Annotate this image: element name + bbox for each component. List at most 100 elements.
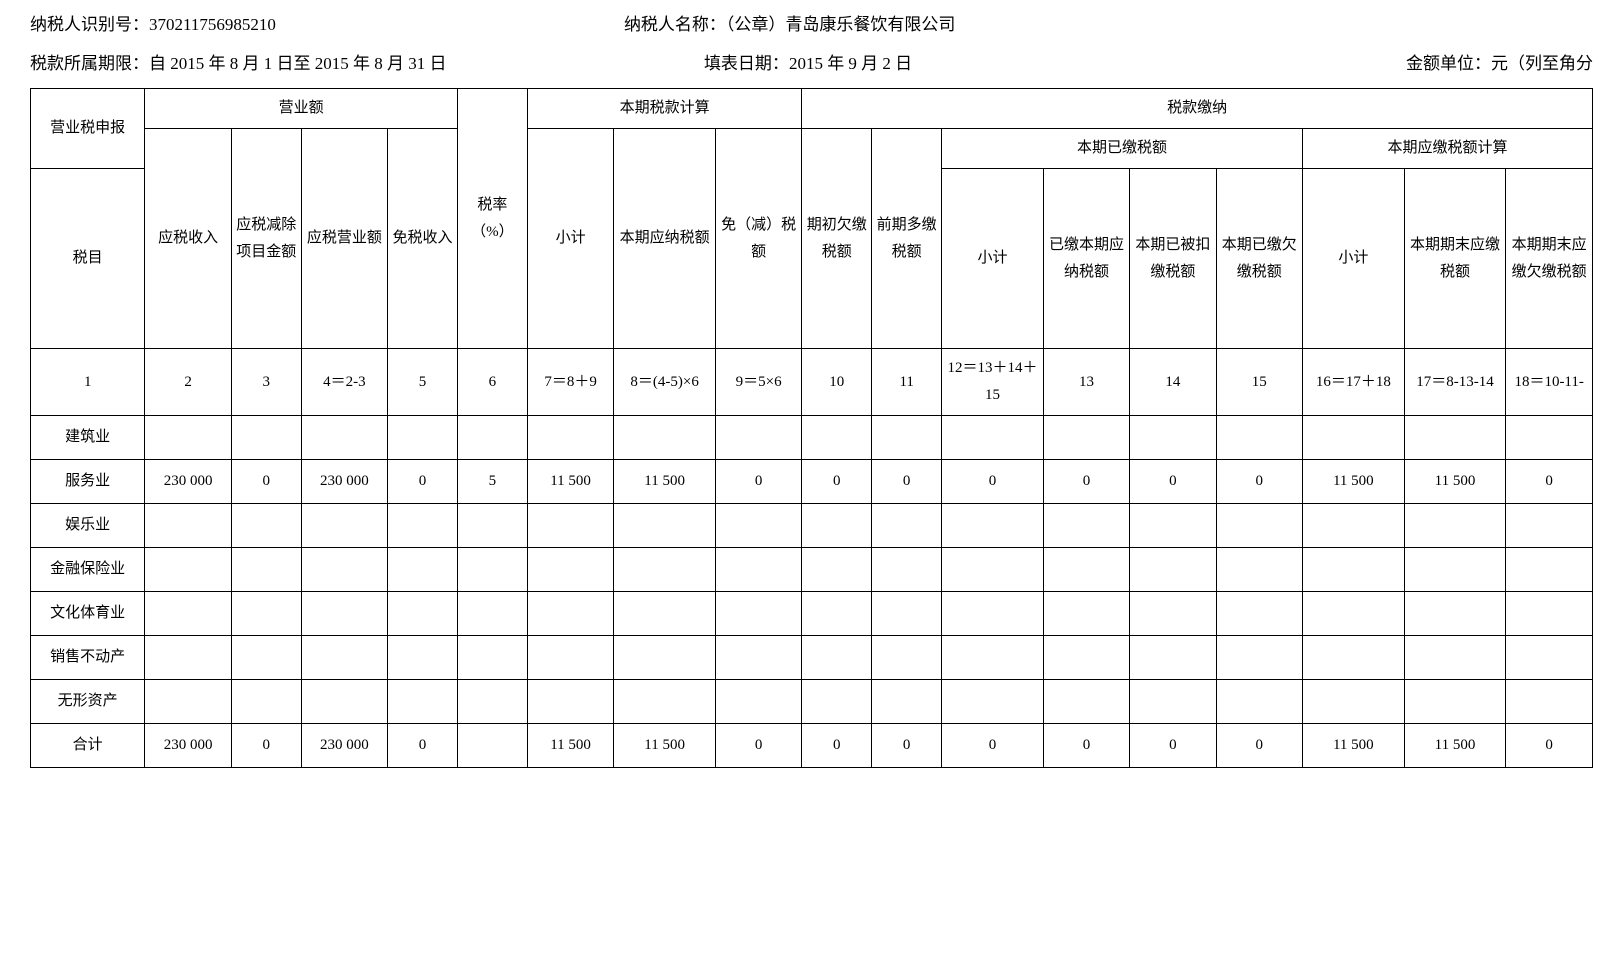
row-name: 无形资产 xyxy=(31,680,145,724)
cell xyxy=(1130,680,1216,724)
cell xyxy=(145,636,231,680)
cell xyxy=(1506,504,1593,548)
cell: 0 xyxy=(1043,460,1129,504)
cell xyxy=(942,416,1044,460)
cell xyxy=(231,548,301,592)
cell xyxy=(942,504,1044,548)
th-tax-rate: 税率（%） xyxy=(457,89,527,349)
cell xyxy=(802,592,872,636)
th-taxable-income: 应税收入 xyxy=(145,129,231,349)
row-name: 合计 xyxy=(31,724,145,768)
th-payable-calc: 本期应缴税额计算 xyxy=(1303,129,1593,169)
formula-c2: 2 xyxy=(145,349,231,416)
th-prior-overpaid: 前期多缴税额 xyxy=(872,129,942,349)
tax-declaration-table: 营业税申报 营业额 税率（%） 本期税款计算 税款缴纳 应税收入 应税减除项目金… xyxy=(30,88,1593,768)
cell xyxy=(872,548,942,592)
cell xyxy=(802,548,872,592)
cell: 0 xyxy=(715,460,801,504)
period-value: 自 2015 年 8 月 1 日至 2015 年 8 月 31 日 xyxy=(149,54,447,73)
cell xyxy=(301,592,387,636)
cell: 230 000 xyxy=(145,460,231,504)
cell xyxy=(1216,504,1302,548)
formula-c4: 4＝2-3 xyxy=(301,349,387,416)
formula-c10: 10 xyxy=(802,349,872,416)
cell xyxy=(1506,548,1593,592)
formula-c11: 11 xyxy=(872,349,942,416)
table-row: 无形资产 xyxy=(31,680,1593,724)
cell: 0 xyxy=(231,460,301,504)
table-row: 娱乐业 xyxy=(31,504,1593,548)
cell xyxy=(457,636,527,680)
cell xyxy=(527,592,613,636)
formula-c16: 16＝17＋18 xyxy=(1303,349,1405,416)
cell xyxy=(1216,636,1302,680)
cell xyxy=(457,724,527,768)
th-tax-item: 税目 xyxy=(31,169,145,349)
cell xyxy=(1506,636,1593,680)
cell xyxy=(1404,592,1506,636)
cell xyxy=(942,680,1044,724)
cell: 0 xyxy=(388,724,458,768)
cell: 11 500 xyxy=(1404,724,1506,768)
cell xyxy=(527,680,613,724)
cell xyxy=(1303,416,1405,460)
formula-c14: 14 xyxy=(1130,349,1216,416)
cell: 5 xyxy=(457,460,527,504)
cell: 0 xyxy=(231,724,301,768)
cell xyxy=(1130,416,1216,460)
cell: 0 xyxy=(872,460,942,504)
cell xyxy=(614,636,716,680)
cell: 0 xyxy=(872,724,942,768)
period-block: 税款所属期限：自 2015 年 8 月 1 日至 2015 年 8 月 31 日 xyxy=(30,49,624,74)
cell xyxy=(231,504,301,548)
row-name: 建筑业 xyxy=(31,416,145,460)
cell xyxy=(942,592,1044,636)
cell: 0 xyxy=(1506,460,1593,504)
cell xyxy=(527,504,613,548)
cell xyxy=(388,416,458,460)
th-initial-arrears: 期初欠缴税额 xyxy=(802,129,872,349)
taxpayer-name-value: 青岛康乐餐饮有限公司 xyxy=(785,15,955,34)
fill-date-value: 2015 年 9 月 2 日 xyxy=(789,54,912,73)
cell xyxy=(1043,504,1129,548)
cell xyxy=(1043,636,1129,680)
cell xyxy=(802,680,872,724)
cell xyxy=(1404,636,1506,680)
cell xyxy=(1404,548,1506,592)
cell xyxy=(1043,592,1129,636)
cell: 11 500 xyxy=(614,460,716,504)
cell xyxy=(1216,680,1302,724)
cell xyxy=(715,592,801,636)
row-name: 销售不动产 xyxy=(31,636,145,680)
cell xyxy=(614,504,716,548)
cell xyxy=(715,504,801,548)
cell xyxy=(1506,680,1593,724)
cell xyxy=(1130,548,1216,592)
table-row: 文化体育业 xyxy=(31,592,1593,636)
cell xyxy=(1303,504,1405,548)
formula-c5: 5 xyxy=(388,349,458,416)
fill-date-label: 填表日期： xyxy=(704,54,789,73)
formula-c3: 3 xyxy=(231,349,301,416)
cell xyxy=(388,504,458,548)
cell xyxy=(715,680,801,724)
header-info: 纳税人识别号：370211756985210 纳税人名称：（公章）青岛康乐餐饮有… xyxy=(30,10,1593,41)
cell xyxy=(1043,548,1129,592)
th-tax-payment: 税款缴纳 xyxy=(802,89,1593,129)
cell xyxy=(1506,592,1593,636)
formula-c13: 13 xyxy=(1043,349,1129,416)
th-tax-calc: 本期税款计算 xyxy=(527,89,801,129)
cell: 0 xyxy=(802,724,872,768)
taxpayer-name-block: 纳税人名称：（公章）青岛康乐餐饮有限公司 xyxy=(624,10,1249,35)
row-name: 文化体育业 xyxy=(31,592,145,636)
cell xyxy=(1043,680,1129,724)
formula-c9: 9＝5×6 xyxy=(715,349,801,416)
cell xyxy=(457,548,527,592)
cell: 11 500 xyxy=(527,460,613,504)
table-row: 服务业230 0000230 0000511 50011 50000000001… xyxy=(31,460,1593,504)
cell xyxy=(231,592,301,636)
cell: 0 xyxy=(1216,460,1302,504)
th-period-end-arrears: 本期期末应缴欠缴税额 xyxy=(1506,169,1593,349)
cell xyxy=(1303,548,1405,592)
cell xyxy=(1216,416,1302,460)
